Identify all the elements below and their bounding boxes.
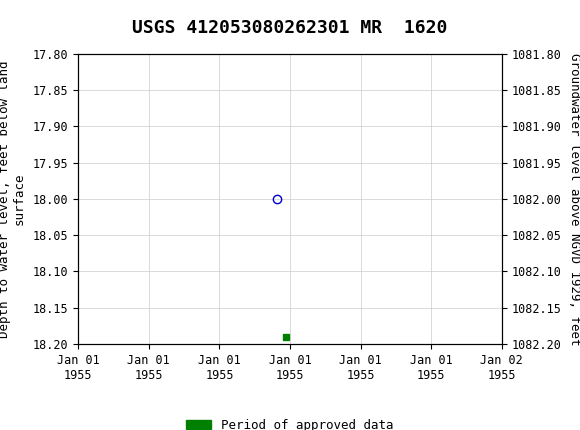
Legend: Period of approved data: Period of approved data (181, 414, 399, 430)
Text: USGS 412053080262301 MR  1620: USGS 412053080262301 MR 1620 (132, 19, 448, 37)
Y-axis label: Groundwater level above NGVD 1929, feet: Groundwater level above NGVD 1929, feet (568, 52, 580, 345)
Text: ▒USGS: ▒USGS (9, 7, 67, 29)
Y-axis label: Depth to water level, feet below land
surface: Depth to water level, feet below land su… (0, 60, 26, 338)
